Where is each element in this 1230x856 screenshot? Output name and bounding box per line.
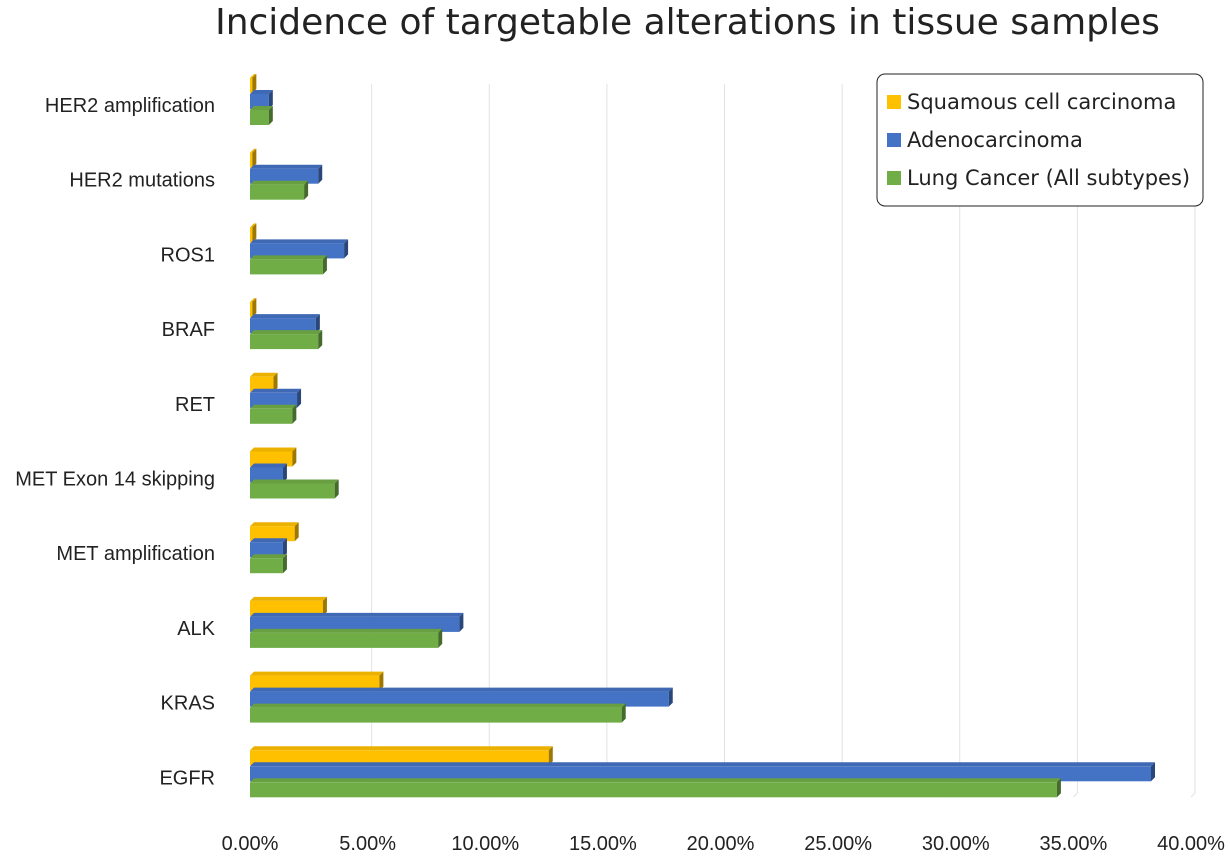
bar xyxy=(250,687,673,707)
legend-box xyxy=(876,73,1204,207)
bar xyxy=(250,554,287,574)
bar xyxy=(250,90,273,109)
bar xyxy=(250,164,323,184)
bar xyxy=(250,671,384,691)
bar xyxy=(250,762,1156,782)
grid-line xyxy=(1190,792,1196,798)
x-axis-ticks: 0.00% 5.00% 10.00% 15.00% 20.00% 25.00% 30.00%… xyxy=(222,833,1225,855)
legend-swatch xyxy=(887,95,901,109)
x-tick-label: 35.00% xyxy=(1039,833,1107,855)
legend-label: Squamous cell carcinoma xyxy=(907,90,1176,114)
bar xyxy=(250,388,302,408)
chart-title: Incidence of targetable alterations in t… xyxy=(215,2,1160,43)
bar xyxy=(250,612,464,632)
category-labels: HER2 amplification HER2 mutations ROS1 BRAF… xyxy=(15,95,215,789)
bar xyxy=(250,522,299,542)
bars xyxy=(250,74,1156,798)
category-label: MET Exon 14 skipping xyxy=(15,469,215,491)
bar xyxy=(250,596,327,616)
category-label: HER2 amplification xyxy=(45,95,215,117)
legend-swatch xyxy=(887,171,901,185)
x-tick-label: 15.00% xyxy=(569,833,637,855)
x-tick-label: 0.00% xyxy=(222,833,279,855)
bar xyxy=(250,404,297,424)
x-tick-label: 5.00% xyxy=(339,833,396,855)
category-label: BRAF xyxy=(162,319,215,341)
x-tick-label: 40.00% xyxy=(1157,833,1225,855)
legend-label: Adenocarcinoma xyxy=(907,128,1083,152)
category-label: MET amplification xyxy=(56,543,215,565)
bar xyxy=(250,298,257,318)
x-tick-label: 20.00% xyxy=(687,833,755,855)
bar xyxy=(250,447,297,467)
bar xyxy=(250,746,553,766)
bar xyxy=(250,778,1061,798)
bar xyxy=(250,314,320,334)
x-tick-label: 30.00% xyxy=(922,833,990,855)
legend-swatch xyxy=(887,133,901,147)
legend-label: Lung Cancer (All subtypes) xyxy=(907,166,1190,190)
category-label: ALK xyxy=(177,618,215,640)
bar xyxy=(250,255,327,275)
category-label: KRAS xyxy=(161,693,215,715)
bar xyxy=(250,148,257,168)
category-label: EGFR xyxy=(159,767,215,789)
bar xyxy=(250,239,349,259)
bar xyxy=(250,180,309,200)
category-label: ROS1 xyxy=(161,244,215,266)
bar xyxy=(250,223,257,243)
x-tick-label: 10.00% xyxy=(451,833,519,855)
bar xyxy=(250,703,626,723)
bar xyxy=(250,372,278,392)
x-tick-label: 25.00% xyxy=(804,833,872,855)
bar xyxy=(250,628,443,648)
bar xyxy=(250,479,339,499)
bar xyxy=(250,330,323,350)
bar xyxy=(250,463,287,483)
grid-line xyxy=(1073,792,1078,798)
bar xyxy=(250,106,273,125)
bar xyxy=(250,538,287,558)
category-label: HER2 mutations xyxy=(69,170,215,192)
legend: Squamous cell carcinoma Adenocarcinoma Lun… xyxy=(876,73,1204,207)
category-label: RET xyxy=(175,394,215,416)
bar xyxy=(250,74,257,93)
